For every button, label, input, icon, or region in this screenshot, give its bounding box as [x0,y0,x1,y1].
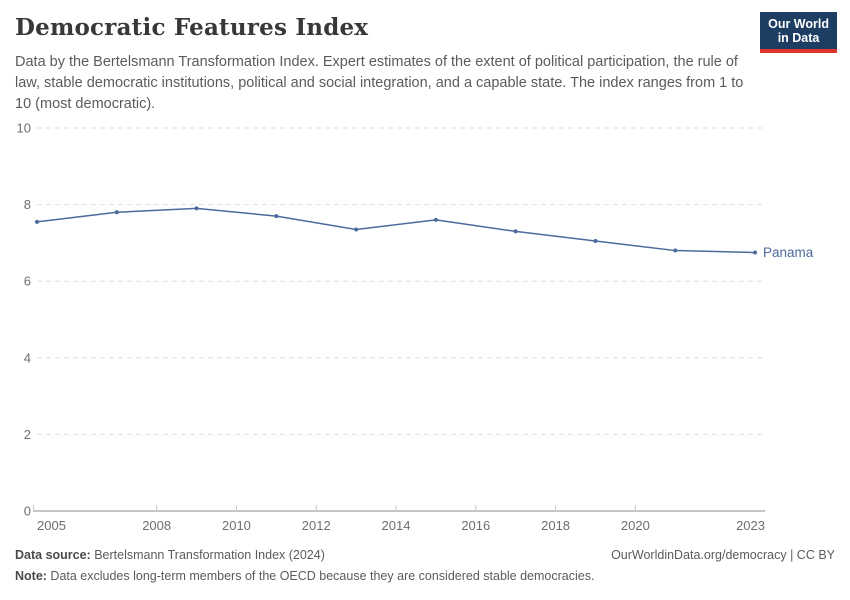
x-tick-label-2014: 2014 [382,518,411,533]
y-tick-label-0: 0 [24,504,31,519]
chart-note: Note: Data excludes long-term members of… [15,569,594,583]
line-series-panama[interactable] [36,207,756,254]
data-source: Data source: Bertelsmann Transformation … [15,548,325,562]
data-source-text: Bertelsmann Transformation Index (2024) [90,548,325,562]
y-tick-label-8: 8 [24,197,31,212]
y-tick-label-2: 2 [24,427,31,442]
y-tick-label-6: 6 [24,274,31,289]
data-point-2019[interactable] [593,238,598,243]
owid-logo-line1: Our World [768,17,829,31]
chart-note-text: Data excludes long-term members of the O… [46,569,595,583]
owid-license-link[interactable]: OurWorldinData.org/democracy | CC BY [611,548,835,562]
owid-logo[interactable]: Our World in Data [760,12,837,53]
chart-note-label: Note: [15,569,47,583]
y-tick-label-10: 10 [17,121,31,136]
x-tick-label-2010: 2010 [222,518,251,533]
x-tick-label-2005: 2005 [37,518,66,533]
data-point-2005[interactable] [35,219,39,224]
x-tick-label-2008: 2008 [142,518,171,533]
chart-subtitle: Data by the Bertelsmann Transformation I… [15,54,744,112]
x-tick-label-2020: 2020 [621,518,650,533]
data-point-2011[interactable] [274,214,279,219]
chart-title: Democratic Features Index [15,14,369,41]
x-tick-label-2016: 2016 [461,518,490,533]
x-tick-label-2023: 2023 [736,518,765,533]
series-label-panama[interactable]: Panama [763,245,814,260]
data-point-2007[interactable] [114,210,119,215]
data-source-label: Data source: [15,548,91,562]
data-point-2023[interactable] [753,250,758,255]
data-point-2013[interactable] [354,227,359,232]
data-point-2009[interactable] [194,206,199,211]
y-tick-label-4: 4 [24,350,31,365]
x-tick-label-2018: 2018 [541,518,570,533]
data-point-2017[interactable] [513,229,518,234]
owid-logo-line2: in Data [777,31,820,45]
data-point-2021[interactable] [673,248,678,253]
data-point-2015[interactable] [433,217,438,222]
x-tick-label-2012: 2012 [302,518,331,533]
